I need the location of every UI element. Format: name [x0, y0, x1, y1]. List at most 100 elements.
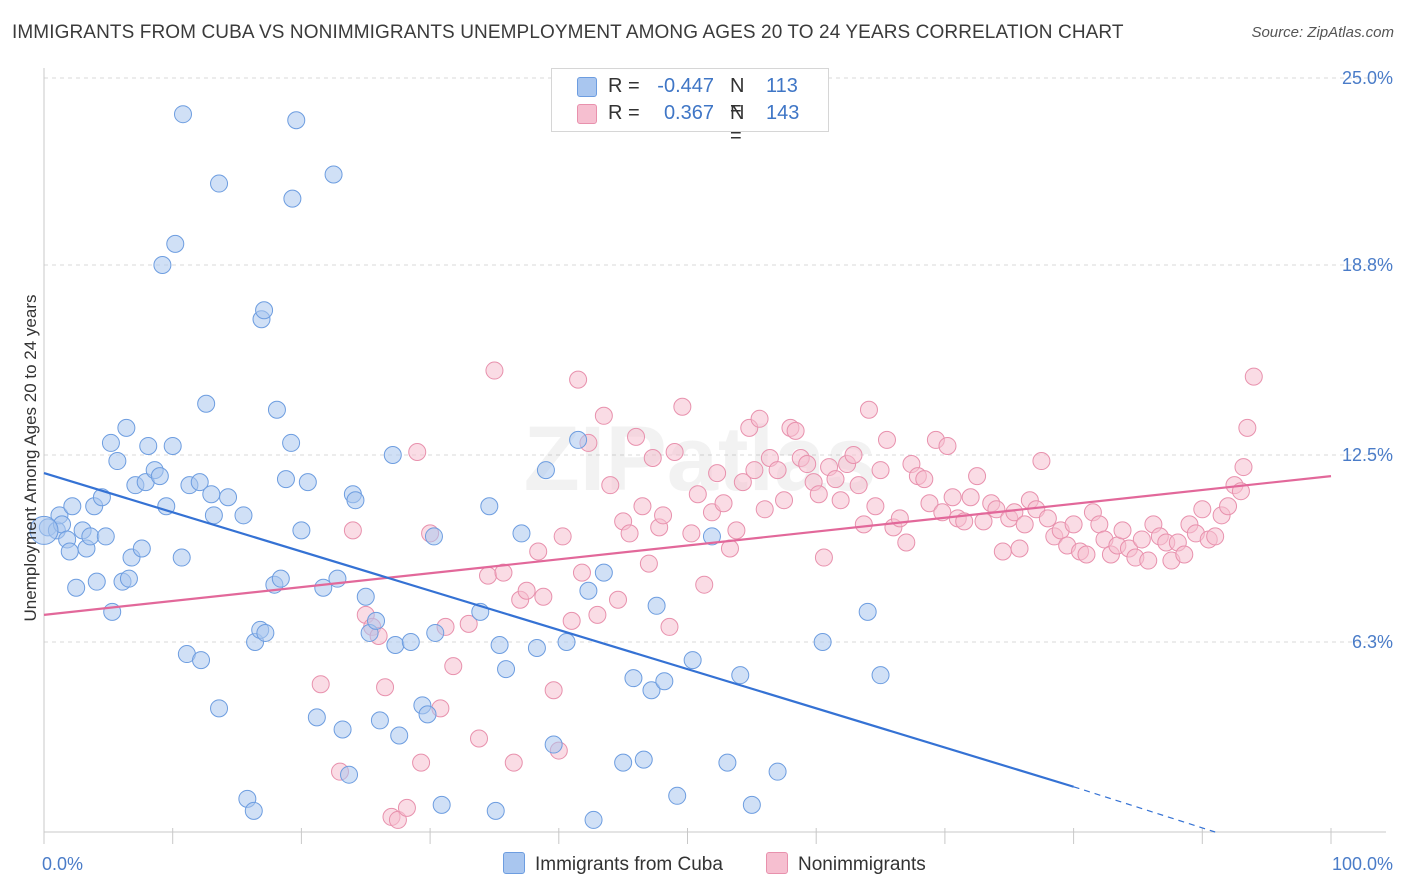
data-point-nonimmigrants: [408, 442, 427, 461]
data-point-cuba: [29, 515, 59, 545]
data-point-nonimmigrants: [961, 488, 980, 507]
data-point-cuba: [490, 636, 509, 655]
data-point-nonimmigrants: [627, 427, 646, 446]
data-point-cuba: [742, 795, 761, 814]
data-point-cuba: [210, 699, 229, 718]
data-point-cuba: [340, 765, 359, 784]
data-point-nonimmigrants: [553, 527, 572, 546]
data-point-nonimmigrants: [594, 406, 613, 425]
data-point-cuba: [108, 452, 127, 471]
data-point-nonimmigrants: [673, 397, 692, 416]
data-point-cuba: [210, 174, 229, 193]
data-point-nonimmigrants: [733, 473, 752, 492]
data-point-cuba: [244, 801, 263, 820]
data-point-cuba: [768, 762, 787, 781]
data-point-cuba: [202, 485, 221, 504]
data-point-nonimmigrants: [562, 611, 581, 630]
n-value-cuba: 113: [766, 75, 798, 97]
data-point-cuba: [267, 400, 286, 419]
data-point-nonimmigrants: [755, 500, 774, 519]
data-point-nonimmigrants: [388, 810, 407, 829]
legend-item-nonimmigrants: Nonimmigrants: [766, 852, 926, 876]
data-point-cuba: [418, 705, 437, 724]
data-point-nonimmigrants: [534, 587, 553, 606]
data-point-nonimmigrants: [1132, 530, 1151, 549]
data-point-cuba: [584, 810, 603, 829]
data-point-nonimmigrants: [695, 575, 714, 594]
data-point-cuba: [614, 753, 633, 772]
data-point-nonimmigrants: [397, 798, 416, 817]
data-point-nonimmigrants: [814, 548, 833, 567]
data-point-nonimmigrants: [1090, 515, 1109, 534]
r-value-cuba: -0.447: [657, 75, 714, 97]
data-point-cuba: [234, 506, 253, 525]
data-point-cuba: [190, 473, 209, 492]
data-point-cuba: [119, 569, 138, 588]
trend-line-nonimmigrants: [43, 475, 1332, 616]
data-point-cuba: [642, 681, 661, 700]
correlation-legend: R = -0.447 N = 113 R = 0.367 N = 143: [551, 68, 829, 147]
data-point-nonimmigrants: [854, 515, 873, 534]
data-point-nonimmigrants: [412, 753, 431, 772]
data-point-cuba: [813, 632, 832, 651]
data-point-cuba: [367, 611, 386, 630]
data-point-cuba: [858, 602, 877, 621]
x-tick-label: 100.0%: [1332, 854, 1393, 874]
data-point-cuba: [424, 527, 443, 546]
data-point-cuba: [298, 473, 317, 492]
data-point-cuba: [153, 255, 172, 274]
trend-lines: [43, 472, 1332, 833]
data-point-nonimmigrants: [688, 485, 707, 504]
data-point-cuba: [512, 524, 531, 543]
data-point-nonimmigrants: [1193, 500, 1212, 519]
data-point-cuba: [544, 735, 563, 754]
data-point-nonimmigrants: [654, 506, 673, 525]
legend-swatch-blue: [577, 77, 597, 97]
data-point-cuba: [356, 587, 375, 606]
data-point-cuba: [432, 795, 451, 814]
data-point-nonimmigrants: [588, 605, 607, 624]
y-tick-label: 25.0%: [1342, 68, 1393, 88]
data-point-cuba: [324, 165, 343, 184]
nonimmigrant-points: [311, 361, 1263, 829]
data-point-cuba: [287, 111, 306, 130]
data-point-nonimmigrants: [529, 542, 548, 561]
data-point-cuba: [557, 632, 576, 651]
data-point-nonimmigrants: [665, 442, 684, 461]
data-point-cuba: [256, 623, 275, 642]
data-point-cuba: [292, 521, 311, 540]
data-point-cuba: [282, 433, 301, 452]
data-point-nonimmigrants: [798, 455, 817, 474]
data-point-nonimmigrants: [974, 512, 993, 531]
data-point-nonimmigrants: [745, 461, 764, 480]
data-point-nonimmigrants: [1038, 509, 1057, 528]
data-point-cuba: [634, 750, 653, 769]
data-point-nonimmigrants: [727, 521, 746, 540]
n-label: N =: [730, 75, 745, 120]
data-point-cuba: [139, 436, 158, 455]
data-point-cuba: [283, 189, 302, 208]
y-tick-label: 18.8%: [1342, 255, 1393, 275]
data-point-nonimmigrants: [1219, 497, 1238, 516]
data-point-nonimmigrants: [1234, 458, 1253, 477]
data-point-cuba: [192, 651, 211, 670]
data-point-cuba: [497, 660, 516, 679]
data-point-cuba: [60, 542, 79, 561]
data-point-cuba: [536, 461, 555, 480]
data-point-nonimmigrants: [897, 533, 916, 552]
y-tick-label: 6.3%: [1352, 632, 1393, 652]
data-point-nonimmigrants: [1206, 527, 1225, 546]
data-point-nonimmigrants: [831, 491, 850, 510]
data-point-nonimmigrants: [572, 563, 591, 582]
r-label: R =: [608, 75, 640, 97]
axes: [43, 68, 1386, 844]
data-point-cuba: [655, 672, 674, 691]
n-label: N =: [730, 102, 745, 147]
data-point-cuba: [569, 430, 588, 449]
legend-item-cuba: Immigrants from Cuba: [503, 852, 723, 876]
data-point-nonimmigrants: [1032, 452, 1051, 471]
data-point-nonimmigrants: [826, 470, 845, 489]
data-point-nonimmigrants: [470, 729, 489, 748]
legend-label-cuba: Immigrants from Cuba: [535, 854, 723, 875]
